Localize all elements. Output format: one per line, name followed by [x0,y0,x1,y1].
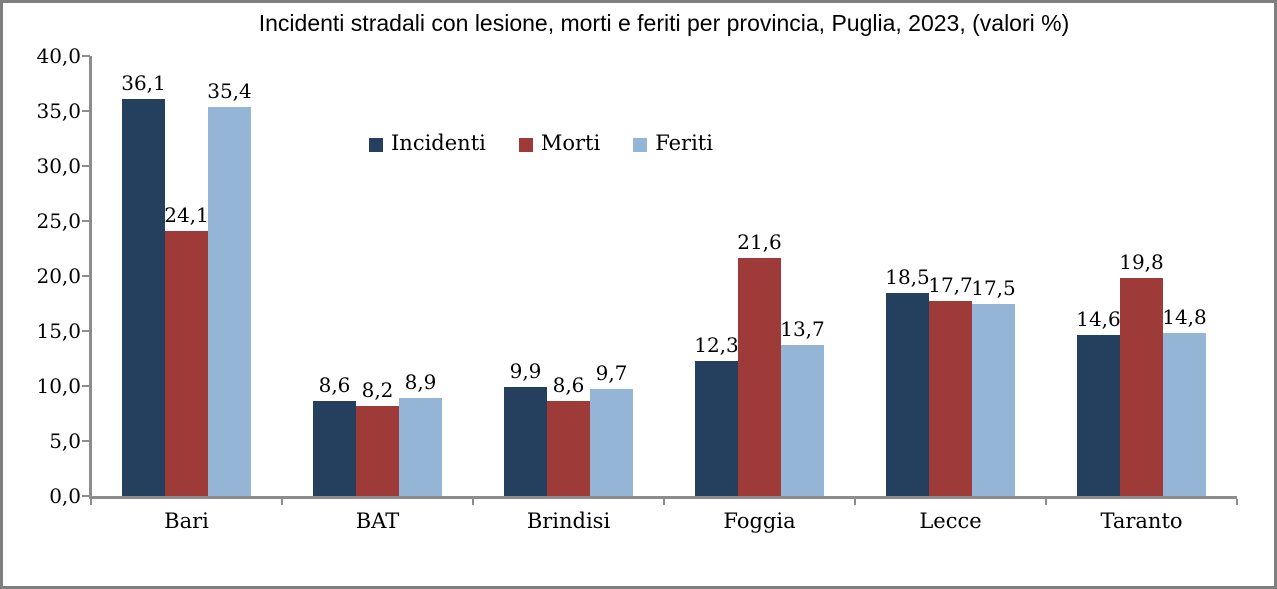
data-label-morti-bari: 24,1 [164,202,209,227]
y-axis-tick-label: 35,0 [36,99,81,123]
bar-incidenti-taranto [1077,335,1120,496]
data-label-incidenti-foggia: 12,3 [694,332,739,357]
category-label-taranto: Taranto [1100,509,1183,533]
legend-swatch-morti [518,137,533,152]
data-label-feriti-lecce: 17,5 [971,275,1016,300]
legend: Incidenti Morti Feriti [369,131,713,155]
data-label-morti-foggia: 21,6 [737,230,782,255]
data-label-incidenti-brindisi: 9,9 [509,359,542,384]
legend-label-feriti: Feriti [655,131,713,155]
x-axis-tick [472,499,474,505]
x-axis-tick [281,499,283,505]
bar-morti-bat [356,405,399,496]
legend-swatch-feriti [633,137,648,152]
y-axis-tick-label: 5,0 [49,429,81,453]
bar-morti-brindisi [547,401,590,496]
bar-incidenti-bari [122,98,165,496]
bar-feriti-bari [208,106,251,496]
bar-feriti-bat [399,398,442,496]
bar-feriti-brindisi [590,389,633,496]
y-axis-tick [82,220,90,222]
category-label-foggia: Foggia [723,509,796,533]
bar-feriti-taranto [1163,333,1206,496]
x-axis-line [89,496,1237,499]
data-label-feriti-brindisi: 9,7 [595,361,628,386]
data-label-morti-bat: 8,2 [361,377,394,402]
category-label-bari: Bari [164,509,209,533]
y-axis-tick-label: 20,0 [36,264,81,288]
data-label-feriti-bat: 8,9 [404,370,437,395]
category-label-bat: BAT [355,509,400,533]
bar-morti-foggia [738,258,781,496]
y-axis-tick [82,440,90,442]
bar-morti-bari [165,230,208,496]
category-label-lecce: Lecce [919,509,982,533]
legend-swatch-incidenti [369,137,383,152]
data-label-incidenti-lecce: 18,5 [885,264,930,289]
legend-label-morti: Morti [540,131,601,155]
category-label-brindisi: Brindisi [526,509,611,533]
legend-item-morti: Morti [518,131,601,155]
x-axis-tick [854,499,856,505]
y-axis-tick [82,110,90,112]
x-axis-tick [1045,499,1047,505]
y-axis-tick-label: 0,0 [49,484,81,508]
data-label-morti-lecce: 17,7 [928,273,973,298]
y-axis-tick [82,165,90,167]
data-label-incidenti-bari: 36,1 [121,70,166,95]
legend-item-feriti: Feriti [633,131,713,155]
y-axis-tick-label: 30,0 [36,154,81,178]
y-axis-tick-label: 40,0 [36,44,81,68]
x-axis-tick [1236,499,1238,505]
legend-label-incidenti: Incidenti [391,131,486,155]
data-label-morti-brindisi: 8,6 [552,373,585,398]
y-axis-tick-label: 15,0 [36,319,81,343]
bar-incidenti-brindisi [504,387,547,496]
y-axis-tick [82,495,90,497]
bar-morti-taranto [1120,278,1163,496]
bar-feriti-foggia [781,345,824,496]
y-axis-tick [82,385,90,387]
x-axis-tick [90,499,92,505]
y-axis-tick-label: 25,0 [36,209,81,233]
bar-morti-lecce [929,301,972,496]
data-label-morti-taranto: 19,8 [1119,250,1164,275]
legend-item-incidenti: Incidenti [369,131,486,155]
y-axis-tick [82,275,90,277]
data-label-feriti-foggia: 13,7 [780,317,825,342]
data-label-incidenti-bat: 8,6 [318,373,351,398]
data-label-feriti-taranto: 14,8 [1162,305,1207,330]
y-axis-line [89,56,92,499]
bar-feriti-lecce [972,303,1015,496]
y-axis-tick-label: 10,0 [36,374,81,398]
data-label-incidenti-taranto: 14,6 [1076,307,1121,332]
bar-incidenti-lecce [886,292,929,496]
bar-incidenti-bat [313,401,356,496]
y-axis-tick [82,55,90,57]
bar-incidenti-foggia [695,360,738,496]
chart-title: Incidenti stradali con lesione, morti e … [258,10,1070,36]
y-axis-tick [82,330,90,332]
x-axis-tick [663,499,665,505]
data-label-feriti-bari: 35,4 [207,78,252,103]
